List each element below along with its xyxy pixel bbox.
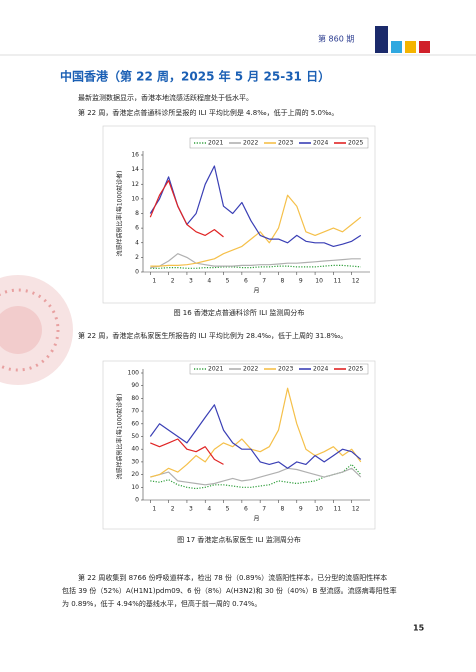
legend-label: 2023 — [278, 140, 293, 147]
x-tick-label: 8 — [281, 506, 285, 513]
y-tick-label: 30 — [131, 458, 139, 465]
series-line — [150, 253, 361, 269]
series-line — [150, 387, 362, 478]
legend-frame — [189, 363, 369, 375]
virus-decoration — [0, 306, 42, 354]
x-tick-label: 11 — [334, 506, 342, 513]
legend-label: 2022 — [243, 140, 258, 147]
x-axis-label: 月 — [253, 516, 259, 523]
section-title: 中国香港（第 22 周，2025 年 5 月 25-31 日） — [60, 69, 330, 84]
x-tick-label: 7 — [262, 278, 266, 285]
series-line — [149, 180, 224, 238]
legend-label: 2023 — [278, 366, 293, 373]
legend-label: 2025 — [348, 140, 363, 147]
issue: 第 860 期 — [318, 34, 354, 44]
header-block — [375, 26, 388, 53]
y-tick-label: 16 — [131, 152, 139, 159]
x-tick-label: 1 — [152, 278, 156, 285]
legend-label: 2024 — [313, 140, 328, 147]
legend-label: 2021 — [208, 140, 223, 147]
x-tick-label: 1 — [152, 506, 156, 513]
y-tick-label: 90 — [131, 382, 139, 389]
x-tick-label: 9 — [299, 278, 303, 285]
x-tick-label: 6 — [244, 278, 248, 285]
y-tick-label: 0 — [135, 497, 139, 504]
series-line — [150, 467, 362, 486]
series-line — [150, 438, 224, 465]
x-axis-label: 月 — [253, 288, 259, 295]
x-tick-label: 3 — [189, 278, 193, 285]
paragraph: 第 22 周，香港定点私家医生所报告的 ILI 平均比例为 28.4‰，低于上周… — [78, 331, 347, 340]
y-tick-label: 80 — [131, 395, 139, 402]
y-tick-label: 0 — [135, 269, 139, 276]
figure-frame — [102, 360, 376, 530]
legend-frame — [189, 137, 369, 149]
y-tick-label: 20 — [131, 471, 139, 478]
series-line — [150, 463, 362, 490]
y-tick-label: 70 — [131, 408, 139, 415]
y-tick-label: 100 — [128, 370, 140, 377]
x-tick-label: 5 — [226, 506, 230, 513]
series-line — [150, 264, 361, 269]
x-tick-label: 5 — [226, 278, 230, 285]
y-tick-label: 14 — [131, 166, 139, 173]
y-axis-label: 流感样病例比率(每1000就诊者) — [116, 394, 124, 480]
x-tick-label: 6 — [244, 506, 248, 513]
page-number: 15 — [413, 624, 425, 633]
x-tick-label: 4 — [207, 278, 211, 285]
figure-frame — [102, 125, 376, 304]
legend-label: 2025 — [348, 366, 363, 373]
x-tick-label: 11 — [334, 278, 342, 285]
figure-caption: 图 17 香港定点私家医生 ILI 监测周分布 — [177, 535, 301, 544]
legend-label: 2021 — [208, 366, 223, 373]
y-tick-label: 40 — [131, 446, 139, 453]
x-tick-label: 12 — [352, 506, 360, 513]
y-tick-label: 12 — [131, 181, 139, 188]
paragraph: 第 22 周，香港定点普通科诊所呈报的 ILI 平均比例是 4.8‰，低于上周的… — [78, 108, 338, 117]
header-block — [405, 41, 416, 53]
paragraph: 最新监测数据显示，香港本地流感活跃程度处于低水平。 — [78, 93, 253, 102]
paragraph: 为 0.89%，低于 4.94%的基线水平，但高于前一周的 0.74%。 — [62, 599, 261, 608]
x-tick-label: 10 — [315, 506, 323, 513]
x-tick-label: 8 — [281, 278, 285, 285]
y-tick-label: 8 — [135, 210, 139, 217]
legend-label: 2022 — [243, 366, 258, 373]
figure-caption: 图 16 香港定点普通科诊所 ILI 监测周分布 — [174, 308, 305, 317]
series-line — [150, 194, 362, 267]
virus-decoration — [0, 288, 60, 372]
x-tick-label: 2 — [171, 278, 175, 285]
paragraph: 包括 39 份（52%）A(H1N1)pdm09、6 份（8%）A(H3N2)和… — [62, 586, 397, 595]
y-tick-label: 6 — [135, 225, 139, 232]
x-tick-label: 12 — [352, 278, 360, 285]
x-tick-label: 3 — [189, 506, 193, 513]
y-tick-label: 4 — [135, 239, 139, 246]
y-tick-label: 10 — [131, 195, 139, 202]
x-tick-label: 4 — [207, 506, 211, 513]
x-tick-label: 7 — [262, 506, 266, 513]
y-axis-label: 流感样病例比率(每1000就诊者) — [116, 171, 124, 257]
header-block — [419, 41, 430, 53]
x-tick-label: 10 — [315, 278, 323, 285]
y-tick-label: 10 — [131, 484, 139, 491]
legend-label: 2024 — [313, 366, 328, 373]
x-tick-label: 9 — [299, 506, 303, 513]
y-tick-label: 2 — [135, 254, 139, 261]
series-line — [149, 404, 362, 469]
paragraph: 第 22 周收集到 8766 份呼吸道样本，检出 78 份（0.89%）流感阳性… — [78, 573, 387, 582]
y-tick-label: 50 — [131, 433, 139, 440]
x-tick-label: 2 — [171, 506, 175, 513]
y-tick-label: 60 — [131, 420, 139, 427]
header-block — [391, 41, 402, 53]
